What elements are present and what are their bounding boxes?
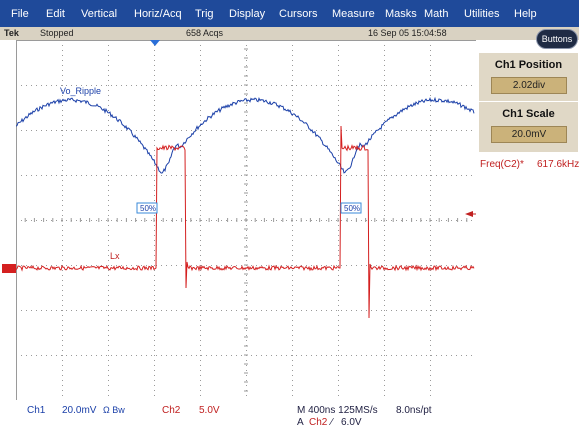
ch1-trace-label: Vo_Ripple: [60, 86, 101, 96]
menu-file[interactable]: File: [11, 7, 29, 20]
ch1-scale-value[interactable]: 20.0mV: [491, 126, 567, 143]
ch1-scale-panel[interactable]: Ch1 Scale 20.0mV: [478, 101, 579, 153]
menu-utilities[interactable]: Utilities: [464, 7, 500, 20]
graticule: [16, 40, 476, 400]
frequency-measurement-label: Freq(C2)*: [480, 159, 524, 170]
menu-masks[interactable]: Masks: [385, 7, 417, 20]
brand-label: Tek: [4, 28, 19, 38]
ch1-waveform: [16, 96, 475, 174]
trigger-position-marker-icon: [150, 40, 160, 46]
waveform-display: 1 Vo_Ripple Lx 50% 50%: [16, 40, 476, 400]
resolution-readout: 8.0ns/pt: [396, 405, 432, 416]
trigger-prefix: A: [297, 417, 304, 428]
cursor-b-badge: [340, 202, 362, 214]
menu-help[interactable]: Help: [514, 7, 537, 20]
channel-readout-bar: Ch1 20.0mV Ω Bw Ch2 5.0V M 400ns 125MS/s…: [0, 402, 579, 431]
trigger-level-readout[interactable]: 6.0V: [341, 417, 362, 428]
menu-trig[interactable]: Trig: [195, 7, 214, 20]
ch1-flags-readout: Ω Bw: [103, 405, 125, 415]
ch1-position-title: Ch1 Position: [494, 59, 563, 71]
status-bar: Tek Stopped 658 Acqs 16 Sep 05 15:04:58: [0, 27, 579, 40]
menu-edit[interactable]: Edit: [46, 7, 65, 20]
ch2-waveform: [16, 125, 475, 319]
ch1-scale-title: Ch1 Scale: [502, 108, 555, 120]
cursor-a-label: 50%: [140, 204, 156, 213]
cursor-b-label: 50%: [344, 204, 360, 213]
trigger-slope-icon: ∕: [331, 417, 333, 428]
menu-vertical[interactable]: Vertical: [81, 7, 118, 20]
menu-measure[interactable]: Measure: [332, 7, 375, 20]
acquisition-count: 658 Acqs: [186, 28, 224, 38]
menu-bar: File Edit Vertical Horiz/Acq Trig Displa…: [0, 0, 579, 27]
ch1-position-value[interactable]: 2.02div: [491, 77, 567, 94]
menu-horiz-acq[interactable]: Horiz/Acq: [134, 7, 182, 20]
date-time: 16 Sep 05 15:04:58: [368, 28, 447, 38]
run-state: Stopped: [40, 28, 74, 38]
ch1-readout-label[interactable]: Ch1: [27, 405, 46, 416]
timebase-readout[interactable]: M 400ns 125MS/s: [297, 405, 378, 416]
ch2-trace-label: Lx: [110, 251, 120, 261]
buttons-button[interactable]: Buttons: [536, 29, 578, 49]
menu-display[interactable]: Display: [229, 7, 266, 20]
menu-cursors[interactable]: Cursors: [279, 7, 318, 20]
trigger-source-readout[interactable]: Ch2: [309, 417, 328, 428]
frequency-measurement-value: 617.6kHz: [537, 159, 579, 170]
ch1-scale-readout[interactable]: 20.0mV: [62, 405, 97, 416]
ch2-ground-marker-icon: [2, 264, 16, 273]
ch2-scale-readout[interactable]: 5.0V: [199, 405, 220, 416]
menu-math[interactable]: Math: [424, 7, 449, 20]
ch2-readout-label[interactable]: Ch2: [162, 405, 181, 416]
cursor-a-badge: [136, 202, 158, 214]
ch1-position-panel[interactable]: Ch1 Position 2.02div: [478, 52, 579, 104]
